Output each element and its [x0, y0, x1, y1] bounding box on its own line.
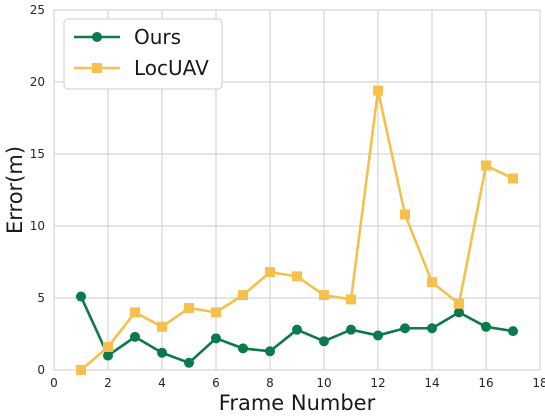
data-point-locuav [211, 307, 221, 318]
data-point-ours [427, 323, 437, 334]
data-point-ours [508, 326, 518, 337]
data-point-ours [319, 336, 329, 347]
data-point-locuav [346, 294, 356, 305]
data-point-locuav [292, 271, 302, 282]
data-point-ours [292, 324, 302, 335]
data-point-locuav [76, 365, 86, 375]
data-point-ours [400, 323, 410, 334]
data-point-locuav [508, 173, 518, 184]
x-tick-label: 10 [316, 376, 331, 390]
legend-ours-marker [92, 32, 102, 42]
data-point-locuav [454, 298, 464, 309]
legend-locuav-label: LocUAV [134, 56, 209, 80]
data-point-ours [103, 350, 113, 361]
data-point-locuav [319, 290, 329, 301]
data-point-locuav [400, 209, 410, 220]
data-point-ours [238, 343, 248, 354]
data-point-ours [157, 347, 167, 358]
y-tick-label: 5 [37, 291, 45, 305]
y-tick-label: 10 [30, 219, 45, 233]
y-tick-label: 15 [30, 147, 45, 161]
x-tick-label: 2 [104, 376, 112, 390]
data-point-locuav [103, 341, 113, 352]
series-locuav [76, 85, 518, 375]
x-axis-title: Frame Number [219, 391, 376, 415]
data-point-locuav [130, 307, 140, 318]
x-tick-label: 6 [212, 376, 220, 390]
data-point-ours [211, 333, 221, 344]
y-tick-label: 25 [30, 3, 45, 17]
legend-ours-label: Ours [134, 25, 181, 49]
data-point-locuav [265, 267, 275, 278]
data-point-locuav [373, 85, 383, 96]
plot-frame [53, 9, 541, 371]
data-point-ours [346, 324, 356, 335]
data-point-locuav [184, 303, 194, 314]
data-point-locuav [481, 160, 491, 171]
data-point-ours [454, 307, 464, 318]
data-point-locuav [157, 321, 167, 332]
data-point-ours [373, 330, 383, 341]
data-point-locuav [238, 290, 248, 301]
data-point-locuav [427, 277, 437, 288]
x-tick-label: 0 [50, 376, 58, 390]
data-point-ours [481, 321, 491, 332]
y-tick-label: 0 [37, 363, 45, 377]
x-tick-label: 14 [424, 376, 439, 390]
data-point-ours [130, 331, 140, 342]
tick-labels: 0 2 4 6 8 10 12 14 16 18 0 5 10 15 20 25 [30, 3, 545, 390]
x-tick-label: 12 [370, 376, 385, 390]
data-point-ours [265, 346, 275, 357]
series-ours [76, 291, 518, 368]
x-tick-label: 8 [266, 376, 274, 390]
data-point-ours [184, 357, 194, 368]
legend-locuav-marker [92, 63, 102, 73]
y-axis-title: Error(m) [3, 146, 27, 234]
y-tick-label: 20 [30, 75, 45, 89]
x-tick-label: 4 [158, 376, 166, 390]
data-point-ours [76, 291, 86, 302]
x-tick-label: 18 [532, 376, 545, 390]
x-tick-label: 16 [478, 376, 493, 390]
series-layer [76, 85, 518, 375]
legend: Ours LocUAV [63, 18, 223, 90]
